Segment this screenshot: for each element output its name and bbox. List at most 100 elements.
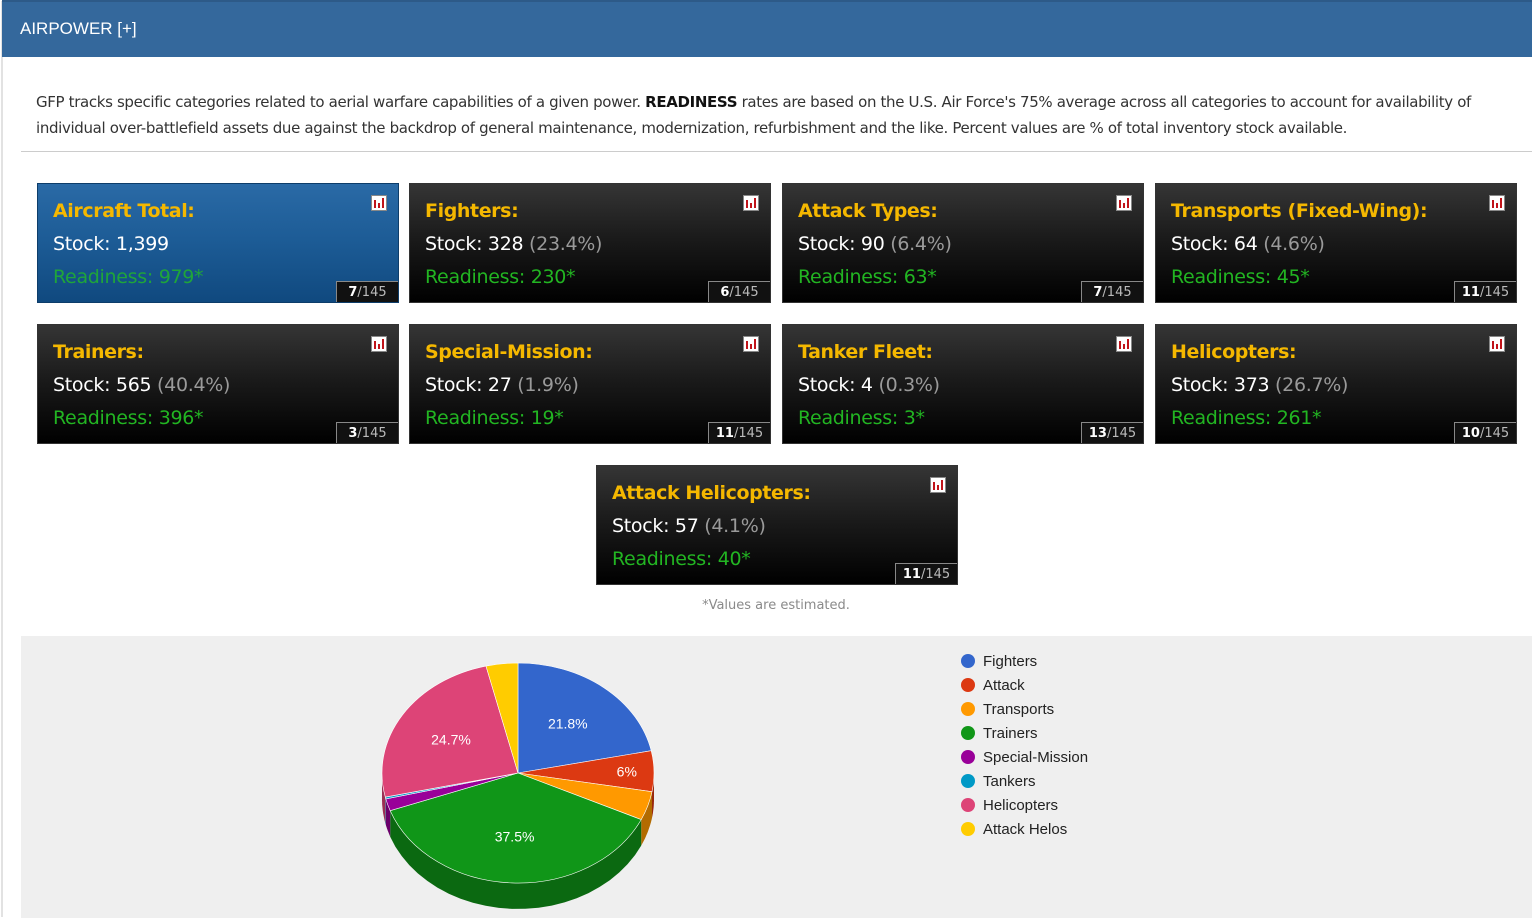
legend-label: Tankers (983, 772, 1036, 790)
legend-item[interactable]: Attack Helos (961, 817, 1088, 841)
legend-label: Attack Helos (983, 820, 1068, 838)
card-title: Aircraft Total: (53, 200, 195, 222)
bar-chart-icon[interactable] (1116, 336, 1132, 352)
pie-slice-attack-helos[interactable] (485, 662, 519, 774)
legend-swatch (961, 750, 975, 764)
rank-value: 7 (348, 285, 358, 300)
section-title[interactable]: AIRPOWER [+] (20, 19, 137, 38)
pie-data-label: 37.5% (495, 829, 535, 845)
card-rank: 11/145 (708, 422, 770, 443)
legend-swatch (961, 798, 975, 812)
legend-label: Helicopters (983, 796, 1059, 814)
stock-percent: (4.1%) (704, 515, 766, 537)
card-rank: 3/145 (336, 422, 398, 443)
pie-side-trainers (390, 810, 642, 909)
bar-chart-icon[interactable] (743, 336, 759, 352)
pie-slice-fighters[interactable] (517, 662, 652, 774)
card-readiness: Readiness: 979* (53, 266, 204, 288)
intro-part-2: rates are based on the U.S. Air Force's … (36, 93, 1471, 137)
card-helicopters: Helicopters: Stock: 373 (26.7%) Readines… (1155, 324, 1517, 444)
card-stock: Stock: 90 (6.4%) (798, 233, 952, 255)
card-title: Attack Helicopters: (612, 482, 811, 504)
legend-item[interactable]: Transports (961, 697, 1088, 721)
bar-chart-icon[interactable] (743, 195, 759, 211)
card-special-mission: Special-Mission: Stock: 27 (1.9%) Readin… (409, 324, 771, 444)
estimate-note: *Values are estimated. (702, 598, 850, 613)
pie-data-label: 21.8% (548, 716, 588, 732)
card-readiness: Readiness: 19* (425, 407, 564, 429)
stock-value: Stock: 328 (425, 233, 524, 255)
bar-chart-icon[interactable] (930, 477, 946, 493)
card-rank: 11/145 (895, 563, 957, 584)
stock-value: Stock: 57 (612, 515, 699, 537)
legend-item[interactable]: Attack (961, 673, 1088, 697)
card-stock: Stock: 57 (4.1%) (612, 515, 766, 537)
stock-percent: (26.7%) (1275, 374, 1349, 396)
stock-value: Stock: 90 (798, 233, 885, 255)
legend-item[interactable]: Special-Mission (961, 745, 1088, 769)
stock-percent: (23.4%) (529, 233, 603, 255)
stock-value: Stock: 27 (425, 374, 512, 396)
pie-chart-panel: 21.8% 6% 37.5% 24.7% Fighters Attack Transpor… (21, 636, 1532, 918)
card-stock: Stock: 1,399 (53, 233, 169, 255)
card-rank: 7/145 (336, 281, 398, 302)
stock-value: Stock: 565 (53, 374, 152, 396)
legend-label: Trainers (983, 724, 1038, 742)
legend-item[interactable]: Fighters (961, 649, 1088, 673)
legend-swatch (961, 654, 975, 668)
card-attack-types: Attack Types: Stock: 90 (6.4%) Readiness… (782, 183, 1144, 303)
card-readiness: Readiness: 63* (798, 266, 937, 288)
card-title: Fighters: (425, 200, 519, 222)
legend-swatch (961, 702, 975, 716)
card-stock: Stock: 565 (40.4%) (53, 374, 230, 396)
pie-data-label: 24.7% (431, 731, 471, 747)
card-title: Trainers: (53, 341, 144, 363)
bar-chart-icon[interactable] (1489, 336, 1505, 352)
legend-item[interactable]: Tankers (961, 769, 1088, 793)
legend-item[interactable]: Trainers (961, 721, 1088, 745)
rank-value: 11 (902, 567, 921, 582)
card-title: Transports (Fixed-Wing): (1171, 200, 1428, 222)
legend-item[interactable]: Helicopters (961, 793, 1088, 817)
bar-chart-icon[interactable] (1116, 195, 1132, 211)
pie-slice-helicopters[interactable] (381, 665, 519, 798)
pie-data-label: 6% (617, 764, 637, 780)
pie-chart: 21.8% 6% 37.5% 24.7% (381, 662, 655, 909)
rank-total: /145 (1106, 426, 1137, 441)
rank-value: 11 (715, 426, 734, 441)
rank-value: 3 (348, 426, 358, 441)
rank-value: 11 (1461, 285, 1480, 300)
card-title: Helicopters: (1171, 341, 1297, 363)
bar-chart-icon[interactable] (1489, 195, 1505, 211)
card-trainers: Trainers: Stock: 565 (40.4%) Readiness: … (37, 324, 399, 444)
card-stock: Stock: 64 (4.6%) (1171, 233, 1325, 255)
card-title: Tanker Fleet: (798, 341, 933, 363)
rank-value: 13 (1088, 426, 1107, 441)
card-fighters: Fighters: Stock: 328 (23.4%) Readiness: … (409, 183, 771, 303)
rank-value: 10 (1461, 426, 1480, 441)
legend-label: Fighters (983, 652, 1038, 670)
pie-slice-trainers[interactable] (389, 772, 642, 884)
card-aircraft-total: Aircraft Total: Stock: 1,399 Readiness: … (37, 183, 399, 303)
legend-swatch (961, 774, 975, 788)
rank-total: /145 (1479, 426, 1510, 441)
legend-label: Attack (983, 676, 1025, 694)
card-rank: 6/145 (708, 281, 770, 302)
bar-chart-icon[interactable] (371, 195, 387, 211)
legend-label: Transports (983, 700, 1055, 718)
pie-side-tankers (385, 797, 386, 825)
card-rank: 13/145 (1081, 422, 1143, 443)
section-header[interactable]: AIRPOWER [+] (2, 0, 1532, 57)
rank-total: /145 (357, 426, 387, 441)
legend-swatch (961, 678, 975, 692)
legend-label: Special-Mission (983, 748, 1089, 766)
card-rank: 11/145 (1454, 281, 1516, 302)
card-tanker-fleet: Tanker Fleet: Stock: 4 (0.3%) Readiness:… (782, 324, 1144, 444)
rank-value: 6 (720, 285, 730, 300)
card-stock: Stock: 328 (23.4%) (425, 233, 602, 255)
bar-chart-icon[interactable] (371, 336, 387, 352)
card-readiness: Readiness: 396* (53, 407, 204, 429)
legend-swatch (961, 726, 975, 740)
rank-total: /145 (729, 285, 759, 300)
